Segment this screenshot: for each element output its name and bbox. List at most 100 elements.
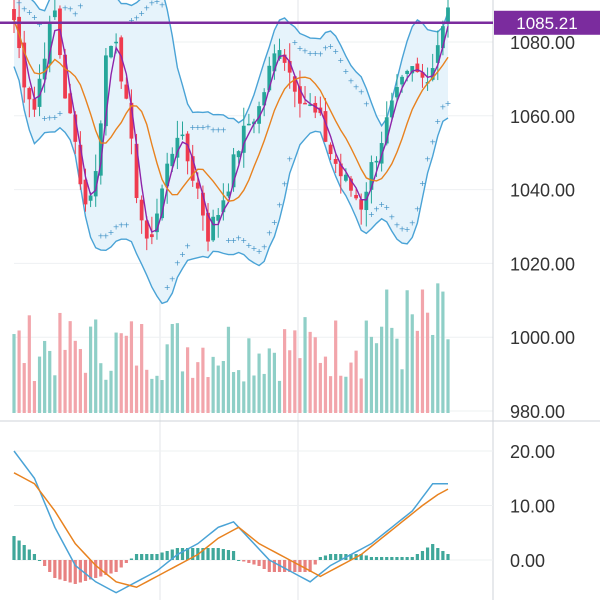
sar-marker: + xyxy=(133,13,140,22)
y-axis-tick-label: 1080.00 xyxy=(510,33,575,53)
candle-body xyxy=(185,133,190,162)
volume-bar xyxy=(206,377,210,413)
sar-marker: + xyxy=(312,49,319,58)
volume-bar xyxy=(37,356,42,413)
sar-marker: + xyxy=(373,205,380,214)
macd-histogram-bar xyxy=(170,549,174,560)
volume-bar xyxy=(124,335,128,413)
volume-bar xyxy=(334,320,338,413)
candle-body xyxy=(231,154,236,188)
volume-bar xyxy=(160,380,164,413)
macd-histogram-bar xyxy=(369,557,374,560)
volume-bar xyxy=(380,326,384,413)
macd-pane xyxy=(12,450,493,594)
sar-marker: + xyxy=(77,2,84,11)
volume-bar xyxy=(201,347,205,413)
candle-body xyxy=(119,37,124,82)
sar-marker: + xyxy=(240,236,247,245)
sar-marker: + xyxy=(363,99,370,108)
candle-body xyxy=(206,212,210,242)
candle-body xyxy=(440,26,445,49)
candle-body xyxy=(68,93,73,114)
macd-histogram-bar xyxy=(262,560,266,569)
macd-histogram-bar xyxy=(134,554,139,560)
candle-body xyxy=(333,158,338,164)
volume-bar xyxy=(288,350,292,413)
sar-marker: + xyxy=(16,0,23,7)
sar-marker: + xyxy=(210,125,217,134)
candle-body xyxy=(27,88,32,100)
macd-histogram-bar xyxy=(237,560,241,561)
volume-bar xyxy=(400,369,404,413)
macd-histogram-bar xyxy=(364,555,368,560)
sar-marker: + xyxy=(72,9,79,18)
macd-histogram-bar xyxy=(160,552,164,560)
candle-body xyxy=(221,200,226,213)
volume-bar xyxy=(32,380,37,413)
volume-bar xyxy=(293,330,297,413)
macd-histogram-bar xyxy=(359,554,363,560)
volume-bar xyxy=(385,289,389,413)
candle-body xyxy=(47,22,52,64)
candle-body xyxy=(446,7,450,22)
sar-marker: + xyxy=(36,20,43,29)
y-axis-tick-label: 1040.00 xyxy=(510,181,575,201)
sar-marker: + xyxy=(378,200,385,209)
macd-histogram-bar xyxy=(400,557,404,560)
volume-bar xyxy=(94,319,98,413)
candle-body xyxy=(42,58,47,80)
candle-body xyxy=(37,78,42,107)
macd-histogram-bar xyxy=(124,560,128,563)
volume-bar xyxy=(150,378,154,413)
volume-bar xyxy=(318,362,322,413)
macd-y-axis-tick-label: 10.00 xyxy=(510,497,555,517)
candle-body xyxy=(129,102,134,139)
volume-bar xyxy=(247,338,251,413)
candle-body xyxy=(124,84,129,99)
volume-bar xyxy=(68,321,72,413)
volume-bar xyxy=(339,375,343,413)
macd-histogram-bar xyxy=(216,548,220,560)
macd-histogram-bar xyxy=(257,560,261,566)
macd-histogram-bar xyxy=(247,560,251,563)
candle-body xyxy=(389,100,394,118)
volume-bar xyxy=(104,379,108,413)
candle-body xyxy=(195,182,200,189)
sar-marker: + xyxy=(419,179,426,188)
volume-bar xyxy=(395,338,399,413)
main-pane: ++++++++++++++++++++++++++++++++++++++++… xyxy=(12,0,451,413)
candle-body xyxy=(236,151,241,158)
candle-body xyxy=(415,63,420,73)
candle-body xyxy=(303,102,307,105)
candle-body xyxy=(338,163,343,177)
candle-body xyxy=(420,72,425,78)
candle-body xyxy=(211,216,216,241)
volume-bar xyxy=(328,376,333,413)
y-axis-tick-label: 980.00 xyxy=(510,402,565,422)
volume-bar xyxy=(63,349,67,413)
macd-histogram-bar xyxy=(63,560,67,581)
candle-body xyxy=(328,144,333,155)
volume-bar xyxy=(354,350,358,413)
sar-marker: + xyxy=(179,250,186,259)
sar-marker: + xyxy=(41,114,48,123)
macd-histogram-bar xyxy=(334,554,338,560)
volume-bar xyxy=(272,352,276,413)
candle-body xyxy=(109,45,113,58)
macd-histogram-bar xyxy=(73,560,77,584)
volume-bar xyxy=(420,289,425,413)
sar-marker: + xyxy=(302,46,309,55)
macd-histogram-bar xyxy=(186,548,190,560)
volume-bar xyxy=(298,358,302,413)
volume-bar xyxy=(196,362,200,413)
sar-marker: + xyxy=(307,49,314,58)
volume-bar xyxy=(119,333,123,413)
sar-marker: + xyxy=(62,4,69,13)
sar-marker: + xyxy=(149,0,156,8)
volume-bar xyxy=(88,326,93,413)
sar-marker: + xyxy=(113,222,120,231)
volume-bar xyxy=(431,334,435,413)
candle-body xyxy=(354,194,358,199)
volume-bar xyxy=(446,339,450,413)
sar-marker: + xyxy=(271,218,278,227)
